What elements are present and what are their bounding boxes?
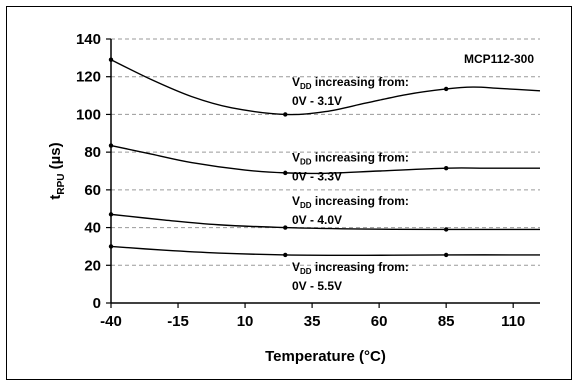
x-tick-label: 85 <box>438 313 455 330</box>
data-point <box>108 212 114 217</box>
x-tick-label: 110 <box>501 313 525 330</box>
x-tick-label: 35 <box>304 313 321 330</box>
data-point <box>283 225 288 230</box>
chart-frame: 0 20 40 60 80 100 120 140 -40 -15 10 35 60 85 110 Tempe… <box>6 6 572 380</box>
data-point <box>108 244 114 249</box>
y-axis-title: tRPU (µs) <box>47 142 67 199</box>
y-tick-label: 20 <box>84 257 101 274</box>
line-chart: 0 20 40 60 80 100 120 140 -40 -15 10 35 60 85 110 Tempe… <box>47 31 541 365</box>
data-point <box>443 86 449 92</box>
data-point <box>108 57 114 62</box>
series-label-3: VDD increasing from: <box>292 194 409 210</box>
y-tick-label: 100 <box>76 106 101 123</box>
x-tick-label: -15 <box>167 313 189 330</box>
series-label-1: VDD increasing from: <box>292 75 409 91</box>
chart-annotation: MCP112-300 <box>464 52 534 66</box>
series-label-1-range: 0V - 3.1V <box>292 94 342 108</box>
series-label-2: VDD increasing from: <box>292 151 409 167</box>
y-tick-label: 40 <box>84 220 101 237</box>
y-tick-label: 120 <box>76 69 101 86</box>
x-tick-label: 10 <box>237 313 254 330</box>
data-point <box>283 252 288 258</box>
x-tick-label: -40 <box>100 313 122 330</box>
data-point <box>443 252 449 258</box>
data-point <box>443 165 449 171</box>
y-tick-label: 0 <box>93 295 101 312</box>
series-label-3-range: 0V - 4.0V <box>292 213 342 227</box>
data-point <box>283 170 288 176</box>
series-line-4 <box>110 245 541 256</box>
data-point <box>108 143 114 148</box>
series-line-1 <box>110 59 541 116</box>
x-tick-label: 60 <box>371 313 388 330</box>
y-tick-label: 60 <box>84 182 101 199</box>
x-axis-title: Temperature (°C) <box>265 348 386 365</box>
data-point <box>443 227 449 232</box>
y-tick-label: 140 <box>76 31 101 48</box>
series-line-2 <box>110 144 540 175</box>
series-label-4: VDD increasing from: <box>292 260 409 276</box>
data-point <box>283 112 288 117</box>
y-tick-label: 80 <box>84 144 101 161</box>
series-label-2-range: 0V - 3.3V <box>292 170 342 184</box>
series-label-4-range: 0V - 5.5V <box>292 279 342 293</box>
